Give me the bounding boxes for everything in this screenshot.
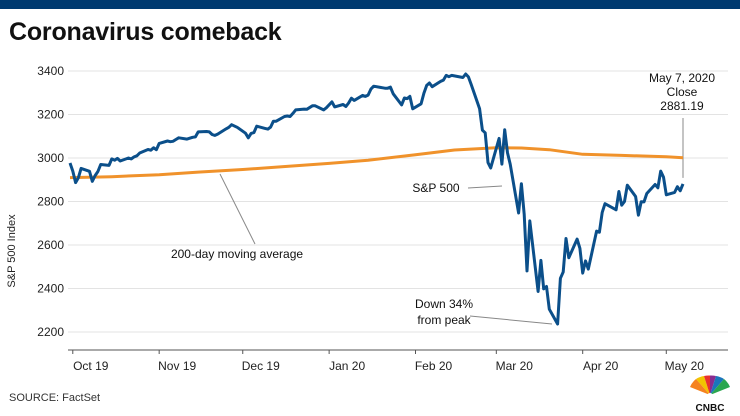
top-accent-bar (0, 0, 740, 9)
source-note: SOURCE: FactSet (9, 392, 101, 404)
x-tick-Nov-19: Nov 19 (158, 359, 196, 373)
grid-lines (68, 70, 728, 351)
chart-title: Coronavirus comeback (9, 18, 282, 46)
x-tick-May-20: May 20 (665, 359, 705, 373)
cnbc-peacock-logo-icon: CNBC (690, 375, 730, 413)
y-tick-2400: 2400 (37, 282, 64, 296)
y-tick-3000: 3000 (37, 151, 64, 165)
annotation-latest-date: May 7, 2020 (649, 71, 715, 85)
brand-wordmark: CNBC (696, 403, 725, 413)
annotation-drop-line1: Down 34% (415, 297, 473, 311)
y-tick-2800: 2800 (37, 195, 64, 209)
annotation-latest-label: Close (667, 85, 698, 99)
annotation-leader-lines (219, 118, 684, 325)
x-tick-Jan-20: Jan 20 (329, 359, 365, 373)
annotation-drop-line2: from peak (417, 313, 471, 327)
y-tick-2600: 2600 (37, 238, 64, 252)
annotation-latest-value: 2881.19 (660, 99, 704, 113)
annotation-moving-average-label: 200-day moving average (171, 247, 303, 261)
y-tick-3400: 3400 (37, 64, 64, 78)
leader-moving-average (219, 173, 256, 245)
annotation-sp500-label: S&P 500 (412, 181, 459, 195)
y-tick-labels: 2200 2400 2600 2800 3000 3200 3400 (37, 64, 64, 339)
x-tick-Mar-20: Mar 20 (496, 359, 534, 373)
leader-drop (469, 315, 553, 325)
x-tick-Feb-20: Feb 20 (415, 359, 453, 373)
series-line-sp500 (68, 72, 685, 326)
x-tick-Oct-19: Oct 19 (73, 359, 109, 373)
x-tick-labels: Oct 19 Nov 19 Dec 19 Jan 20 Feb 20 Mar 20 Apr … (72, 350, 705, 373)
leader-sp500 (467, 185, 503, 189)
series-line-200-day-moving-average (69, 146, 684, 180)
x-tick-Apr-20: Apr 20 (583, 359, 619, 373)
y-tick-3200: 3200 (37, 108, 64, 122)
y-tick-2200: 2200 (37, 325, 64, 339)
x-tick-Dec-19: Dec 19 (242, 359, 280, 373)
